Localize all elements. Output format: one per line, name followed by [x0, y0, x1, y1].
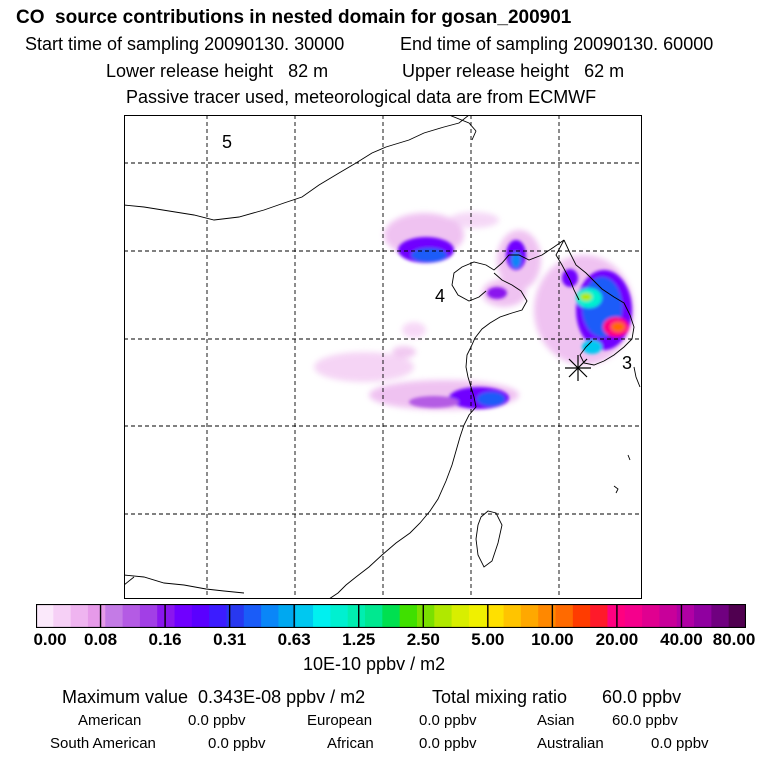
colorbar-cell [295, 604, 314, 628]
map-panel: 5 4 3 [124, 115, 642, 599]
map-label-5: 5 [222, 132, 232, 152]
region-value-asian: 60.0 ppbv [612, 712, 678, 729]
colorbar-cell [191, 604, 210, 628]
colorbar-cell [486, 604, 505, 628]
grid-lines [124, 115, 642, 599]
colorbar-tick-label: 0.16 [148, 630, 182, 649]
colorbar-cell [347, 604, 366, 628]
colorbar-cell [520, 604, 539, 628]
colorbar-cell [694, 604, 712, 628]
map-label-4: 4 [435, 286, 445, 306]
colorbar-cell [313, 604, 331, 628]
concentration-plumes [314, 212, 634, 410]
colorbar-tick-label: 0.08 [83, 630, 118, 649]
colorbar-cell [174, 604, 193, 628]
colorbar-cell [676, 604, 695, 628]
region-name-australian: Australian [537, 735, 604, 752]
colorbar-cell [416, 604, 435, 628]
colorbar-cell [36, 604, 54, 628]
colorbar [36, 604, 746, 628]
colorbar-cell [261, 604, 280, 628]
colorbar-tick-label: 20.00 [595, 630, 639, 649]
region-value-european: 0.0 ppbv [419, 712, 477, 729]
asterisk-icon [565, 355, 591, 381]
end-time: End time of sampling 20090130. 60000 [400, 34, 714, 54]
colorbar-cell [711, 604, 730, 628]
colorbar-cell [451, 604, 470, 628]
region-value-south-american: 0.0 ppbv [208, 735, 266, 752]
colorbar-cell [503, 604, 522, 628]
region-value-american: 0.0 ppbv [188, 712, 246, 729]
region-value-african: 0.0 ppbv [419, 735, 477, 752]
region-name-south-american: South American [50, 735, 156, 752]
tracer-info: Passive tracer used, meteorological data… [126, 87, 597, 107]
lower-release-height: Lower release height 82 m [106, 61, 329, 81]
colorbar-tick-label: 2.50 [406, 630, 440, 649]
colorbar-cell [105, 604, 124, 628]
colorbar-cell [399, 604, 418, 628]
region-name-african: African [327, 735, 374, 752]
colorbar-tick-label: 1.25 [342, 630, 376, 649]
colorbar-tick-label: 10.00 [531, 630, 574, 649]
colorbar-tick-label: 80.00 [712, 630, 756, 649]
colorbar-cell [728, 604, 746, 628]
colorbar-cell [53, 604, 72, 628]
colorbar-tick-label: 5.00 [471, 630, 505, 649]
colorbar-cell [226, 604, 245, 628]
colorbar-cell [382, 604, 401, 628]
region-name-european: European [307, 712, 373, 729]
map-label-3: 3 [622, 353, 632, 373]
region-value-australian: 0.0 ppbv [651, 735, 709, 752]
colorbar-tick-label: 0.31 [213, 630, 247, 649]
colorbar-tick-label: 0.00 [33, 630, 67, 649]
colorbar-cell [365, 604, 383, 628]
colorbar-cell [538, 604, 557, 628]
colorbar-tick-label: 0.63 [277, 630, 311, 649]
colorbar-cell [70, 604, 89, 628]
upper-release-height: Upper release height 62 m [402, 61, 625, 81]
coastlines [124, 115, 641, 599]
total-mixing-ratio: Total mixing ratio 60.0 ppbv [432, 687, 682, 707]
region-name-american: American [78, 712, 142, 729]
colorbar-cell [572, 604, 591, 628]
colorbar-cell [122, 604, 141, 628]
colorbar-cell [209, 604, 228, 628]
colorbar-cell [330, 604, 349, 628]
plot-title: CO source contributions in nested domain… [16, 7, 572, 28]
colorbar-cell [434, 604, 453, 628]
colorbar-cell [157, 604, 176, 628]
start-time: Start time of sampling 20090130. 30000 [25, 34, 345, 54]
maximum-value: Maximum value 0.343E-08 ppbv / m2 [62, 687, 366, 707]
colorbar-cell [468, 604, 487, 628]
colorbar-cell [642, 604, 661, 628]
colorbar-cell [139, 604, 158, 628]
colorbar-cell [659, 604, 678, 628]
colorbar-cell [624, 604, 643, 628]
colorbar-cell [555, 604, 574, 628]
colorbar-cell [243, 604, 262, 628]
colorbar-cell [590, 604, 609, 628]
colorbar-tick-label: 40.00 [660, 630, 703, 649]
colorbar-cell [87, 604, 106, 628]
colorbar-unit: 10E-10 ppbv / m2 [303, 654, 446, 674]
colorbar-cell [278, 604, 297, 628]
region-name-asian: Asian [537, 712, 575, 729]
